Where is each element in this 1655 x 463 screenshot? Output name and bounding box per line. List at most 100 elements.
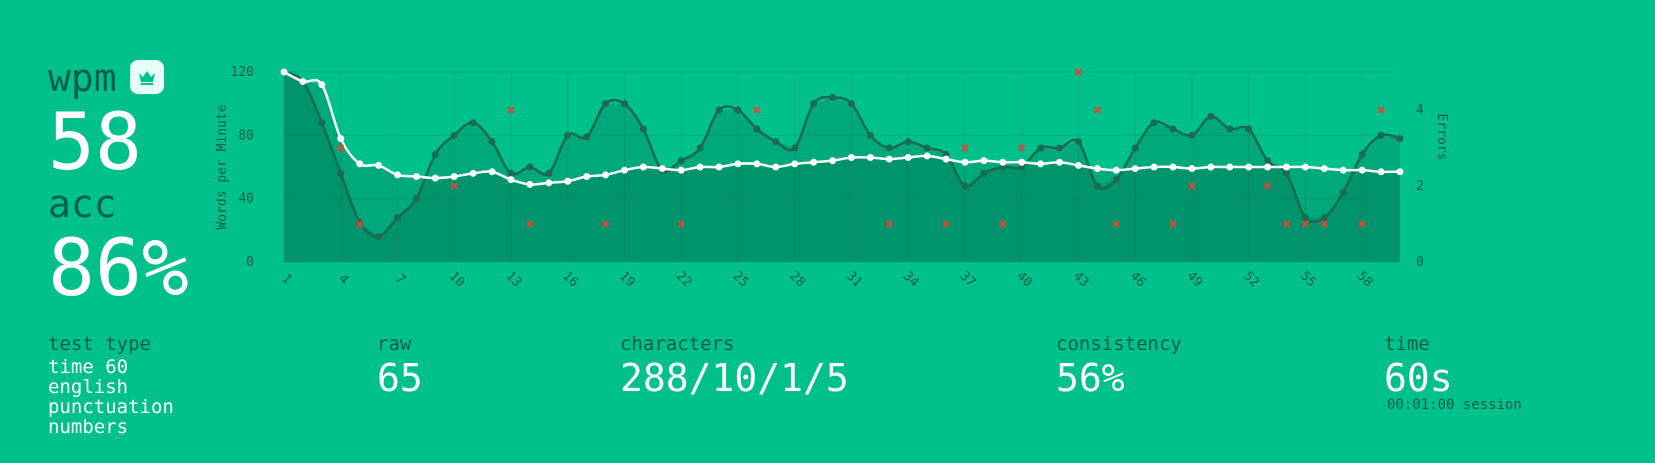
wpm-point	[904, 154, 912, 161]
wpm-point	[696, 163, 704, 171]
wpm-point	[1037, 160, 1045, 168]
raw-point	[318, 119, 326, 127]
raw-point	[1320, 214, 1328, 222]
wpm-point	[450, 173, 458, 180]
raw-point	[1150, 119, 1158, 127]
wpm-point	[1169, 163, 1177, 171]
wpm-point	[507, 176, 515, 184]
raw-point	[810, 100, 818, 108]
wpm-point	[753, 160, 761, 168]
raw-point	[980, 169, 988, 177]
raw-point	[450, 131, 458, 139]
x-tick-label: 7	[392, 271, 408, 287]
wpm-point	[583, 173, 591, 180]
wpm-point	[337, 135, 345, 142]
wpm-point	[791, 160, 799, 168]
error-marker	[753, 106, 761, 114]
wpm-point	[923, 152, 931, 160]
raw-point	[488, 138, 496, 146]
y-tick-label-right: 4	[1416, 103, 1424, 118]
wpm-point	[942, 155, 950, 163]
wpm-point	[1245, 163, 1253, 171]
raw-point	[602, 100, 610, 108]
error-marker	[677, 220, 685, 228]
raw-value: 65	[377, 356, 423, 400]
raw-point	[507, 169, 515, 177]
error-marker	[885, 220, 893, 228]
raw-point	[715, 106, 723, 114]
error-marker	[961, 144, 969, 152]
error-marker	[1017, 144, 1026, 152]
raw-point	[1169, 125, 1177, 133]
x-tick-label: 16	[559, 269, 581, 291]
raw-point	[412, 195, 420, 203]
wpm-point	[999, 158, 1007, 166]
raw-point	[545, 169, 553, 177]
raw-point	[1226, 125, 1234, 133]
raw-point	[904, 138, 912, 146]
raw-point	[753, 125, 761, 133]
wpm-point	[639, 163, 647, 171]
x-tick-label: 19	[616, 269, 638, 291]
wpm-point	[1339, 166, 1347, 174]
x-tick-label: 31	[843, 269, 865, 291]
y-tick-label-right: 0	[1416, 255, 1424, 270]
test-type-item: numbers	[48, 416, 129, 438]
test-type-label: test type	[48, 333, 151, 355]
wpm-point	[1112, 166, 1120, 174]
wpm-point	[469, 169, 477, 177]
raw-point	[1207, 112, 1215, 120]
x-tick-label: 46	[1127, 269, 1149, 291]
raw-point	[1264, 157, 1272, 165]
y-tick-label-left: 80	[238, 128, 254, 143]
time-value: 60s	[1384, 356, 1453, 400]
wpm-point	[545, 179, 553, 187]
x-tick-label: 1	[278, 271, 294, 287]
raw-point	[1396, 135, 1404, 142]
wpm-point	[1188, 165, 1196, 173]
wpm-point	[1377, 168, 1385, 176]
wpm-point	[658, 165, 666, 173]
wpm-point	[1226, 163, 1234, 171]
wpm-chart[interactable]: 0 40 80 120 1 4 7 10 13 16 19 22 25 28 31 34 37 40 43 46 49 5…	[200, 40, 1540, 320]
wpm-point	[1283, 163, 1291, 171]
raw-point	[526, 163, 534, 171]
raw-point	[639, 125, 647, 133]
raw-point	[772, 138, 780, 146]
y-tick-label-left: 120	[231, 65, 254, 80]
x-tick-label: 49	[1184, 269, 1206, 291]
raw-point	[1188, 131, 1196, 139]
wpm-point	[526, 180, 534, 188]
raw-point	[431, 150, 439, 158]
raw-point	[1037, 144, 1045, 152]
error-marker	[1112, 220, 1120, 228]
x-tick-label: 22	[673, 269, 695, 291]
x-tick-label: 55	[1297, 269, 1319, 291]
consistency-label: consistency	[1056, 333, 1182, 355]
x-tick-label: 43	[1070, 269, 1092, 291]
wpm-point	[375, 161, 383, 169]
raw-point	[829, 93, 837, 101]
x-tick-label: 25	[730, 269, 752, 291]
wpm-point	[318, 81, 326, 89]
raw-point	[620, 100, 628, 108]
wpm-point	[1074, 161, 1082, 169]
raw-point	[564, 131, 572, 139]
raw-area	[284, 72, 1400, 262]
wpm-point	[1093, 165, 1101, 173]
wpm-point	[1358, 166, 1366, 174]
characters-label: characters	[620, 333, 735, 355]
raw-point	[885, 144, 893, 152]
error-marker	[1358, 220, 1366, 228]
raw-point	[1093, 182, 1101, 190]
error-marker	[1263, 182, 1272, 190]
test-type-list: time 60 english punctuation numbers	[48, 357, 174, 437]
raw-point	[375, 233, 383, 241]
error-marker	[526, 220, 534, 228]
raw-point	[1283, 169, 1291, 177]
wpm-point	[1264, 163, 1272, 171]
wpm-point	[866, 154, 874, 161]
raw-point	[696, 144, 704, 152]
wpm-point	[810, 158, 818, 166]
y-tick-label-left: 0	[246, 255, 254, 270]
